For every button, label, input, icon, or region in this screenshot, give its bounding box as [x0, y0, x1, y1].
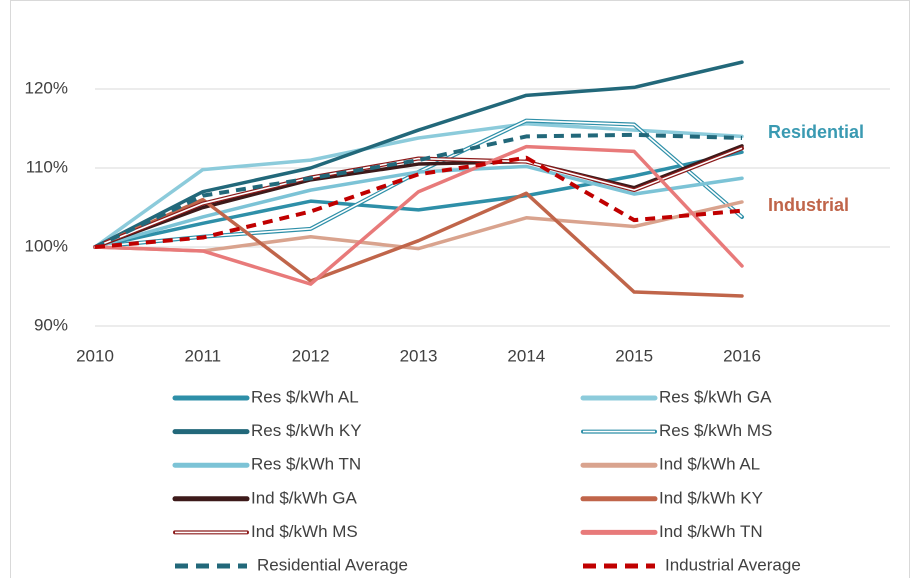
- series-line: [93, 150, 744, 249]
- annotation: Residential: [768, 122, 864, 142]
- y-tick-label: 90%: [34, 315, 68, 334]
- legend-label: Ind $/kWh KY: [659, 488, 763, 507]
- legend-label: Res $/kWh MS: [659, 421, 772, 440]
- series-line: [93, 60, 744, 249]
- legend-label: Ind $/kWh MS: [251, 522, 358, 541]
- x-tick-label: 2012: [292, 346, 330, 365]
- legend-label: Residential Average: [257, 555, 408, 574]
- y-tick-label: 100%: [25, 236, 68, 255]
- series-line: [93, 122, 744, 249]
- y-tick-label: 110%: [26, 157, 68, 176]
- series-line: [94, 132, 743, 249]
- series-line: [93, 144, 744, 286]
- chart-border: [10, 0, 910, 578]
- legend-label: Res $/kWh GA: [659, 387, 772, 406]
- legend-label: Ind $/kWh TN: [659, 522, 763, 541]
- legend-label: Ind $/kWh AL: [659, 455, 760, 474]
- legend-label: Res $/kWh KY: [251, 421, 362, 440]
- series-line-inner: [94, 147, 743, 248]
- series-line: [93, 164, 744, 249]
- series-line: [94, 155, 743, 249]
- legend-label: Industrial Average: [665, 555, 801, 574]
- legend-label: Res $/kWh AL: [251, 387, 359, 406]
- x-tick-label: 2010: [76, 346, 114, 365]
- y-tick-label: 120%: [25, 78, 68, 97]
- legend-label: Ind $/kWh GA: [251, 488, 357, 507]
- series-line: [93, 144, 744, 249]
- x-tick-label: 2016: [723, 346, 761, 365]
- x-tick-label: 2015: [615, 346, 653, 365]
- legend-label: Res $/kWh TN: [251, 455, 361, 474]
- x-tick-label: 2011: [185, 346, 222, 365]
- annotation: Industrial: [768, 195, 849, 215]
- series-line: [93, 191, 744, 298]
- x-tick-label: 2013: [400, 346, 438, 365]
- x-tick-label: 2014: [507, 346, 545, 365]
